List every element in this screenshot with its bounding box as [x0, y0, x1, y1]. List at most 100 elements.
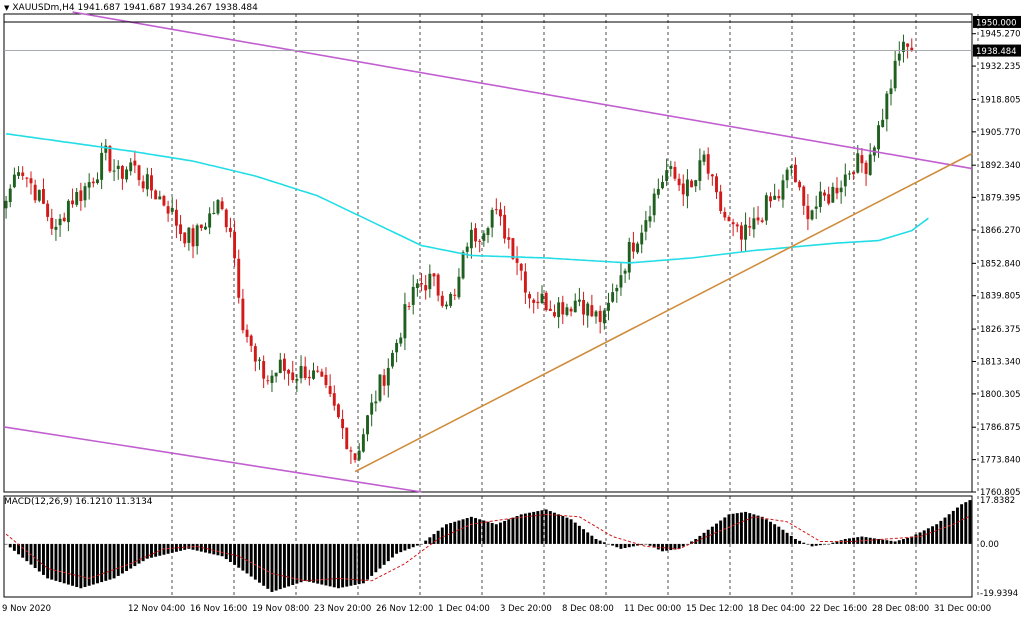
macd-histogram-bar	[860, 536, 864, 544]
macd-histogram-bar	[482, 520, 486, 544]
macd-histogram-bar	[523, 513, 527, 544]
candle-body	[336, 404, 340, 418]
time-axis-label: 3 Dec 20:00	[500, 604, 552, 614]
macd-histogram-bar	[312, 543, 315, 583]
chart-header: ▼ XAUUSDm,H4 1941.687 1941.687 1934.267 1…	[4, 3, 258, 13]
candle-body	[420, 283, 423, 285]
macd-histogram-bar	[503, 520, 507, 544]
macd-histogram-bar	[120, 543, 124, 574]
candle-body	[785, 169, 789, 181]
macd-panel-frame	[3, 495, 973, 598]
price-axis-label: 1786.875	[980, 423, 1021, 433]
macd-histogram-bar	[831, 542, 835, 544]
macd-histogram-bar	[349, 543, 353, 586]
macd-histogram-bar	[872, 538, 876, 544]
macd-histogram-bar	[540, 510, 544, 544]
macd-histogram-bar	[847, 538, 851, 544]
time-axis-label: 1 Dec 04:00	[438, 604, 490, 614]
macd-histogram-bar	[769, 521, 772, 544]
time-axis-label: 28 Dec 08:00	[872, 604, 929, 614]
macd-histogram-bar	[21, 543, 25, 558]
candle-body	[723, 211, 727, 218]
candle-body	[108, 146, 112, 172]
macd-histogram-bar	[673, 543, 677, 550]
candle-body	[386, 367, 390, 386]
macd-histogram-bar	[179, 543, 183, 551]
candle-body	[906, 43, 910, 47]
candle-body	[607, 302, 610, 311]
macd-histogram-bar	[644, 543, 648, 545]
macd-histogram-bar	[274, 543, 278, 591]
macd-histogram-bar	[956, 507, 959, 544]
macd-histogram-bar	[8, 543, 12, 548]
macd-histogram-bar	[607, 543, 610, 545]
candle-body	[677, 178, 681, 186]
candle-body	[195, 225, 199, 247]
price-badge-label: 1938.484	[976, 47, 1017, 57]
macd-histogram-bar	[943, 517, 947, 544]
time-axis-label: 16 Nov 16:00	[190, 604, 247, 614]
candle-body	[241, 298, 245, 331]
macd-histogram-bar	[636, 543, 640, 546]
macd-histogram-bar	[798, 540, 802, 544]
macd-histogram-bar	[619, 543, 623, 549]
macd-histogram-bar	[839, 540, 843, 544]
macd-histogram-bar	[773, 524, 777, 544]
macd-histogram-bar	[291, 543, 295, 585]
candle-body	[291, 372, 295, 381]
candle-body	[150, 175, 153, 191]
candle-body	[731, 222, 735, 225]
candle-body	[852, 171, 856, 175]
macd-histogram-bar	[914, 534, 918, 544]
candle-body	[4, 200, 8, 209]
macd-histogram-bar	[374, 543, 378, 573]
candle-body	[710, 174, 714, 177]
candle-body	[228, 227, 232, 232]
price-axis-label: 1852.840	[980, 259, 1021, 269]
candle-body	[764, 195, 768, 221]
candle-body	[233, 231, 237, 259]
macd-histogram-bar	[669, 543, 673, 551]
candle-body	[428, 273, 432, 290]
macd-histogram-bar	[432, 534, 436, 544]
macd-histogram-bar	[710, 526, 714, 544]
candle-body	[523, 271, 527, 293]
candle-body	[382, 375, 386, 386]
macd-histogram-bar	[336, 543, 340, 589]
candle-body	[611, 292, 615, 302]
candle-body	[12, 174, 16, 188]
candle-body	[810, 210, 814, 220]
price-axis-label: 1813.340	[980, 357, 1021, 367]
candle-body	[814, 206, 818, 209]
candle-body	[868, 154, 872, 175]
price-badge	[973, 15, 1021, 28]
price-axis-label: 1879.395	[980, 193, 1021, 203]
candle-body	[739, 225, 743, 240]
candle-body	[685, 179, 689, 197]
candle-body	[769, 196, 772, 202]
candle-body	[802, 186, 806, 206]
dropdown-triangle-icon[interactable]: ▼	[4, 4, 10, 12]
macd-histogram-bar	[411, 543, 415, 548]
candle-body	[374, 401, 378, 404]
macd-histogram-bar	[428, 537, 432, 544]
candle-body	[590, 305, 594, 317]
macd-histogram-bar	[249, 543, 253, 577]
candle-body	[627, 242, 631, 273]
macd-histogram-bar	[519, 514, 523, 544]
macd-histogram-bar	[195, 543, 199, 551]
price-axis-label: 1760.805	[980, 488, 1021, 498]
macd-histogram-bar	[445, 524, 448, 544]
macd-histogram-bar	[457, 520, 461, 544]
candle-body	[744, 224, 748, 240]
candle-body	[120, 166, 124, 179]
candle-body	[573, 300, 577, 313]
candle-body	[827, 194, 831, 204]
macd-histogram-bar	[931, 526, 934, 544]
candle-body	[270, 375, 274, 383]
macd-histogram-bar	[627, 543, 631, 548]
candle-body	[403, 304, 407, 339]
macd-histogram-bar	[83, 543, 87, 587]
